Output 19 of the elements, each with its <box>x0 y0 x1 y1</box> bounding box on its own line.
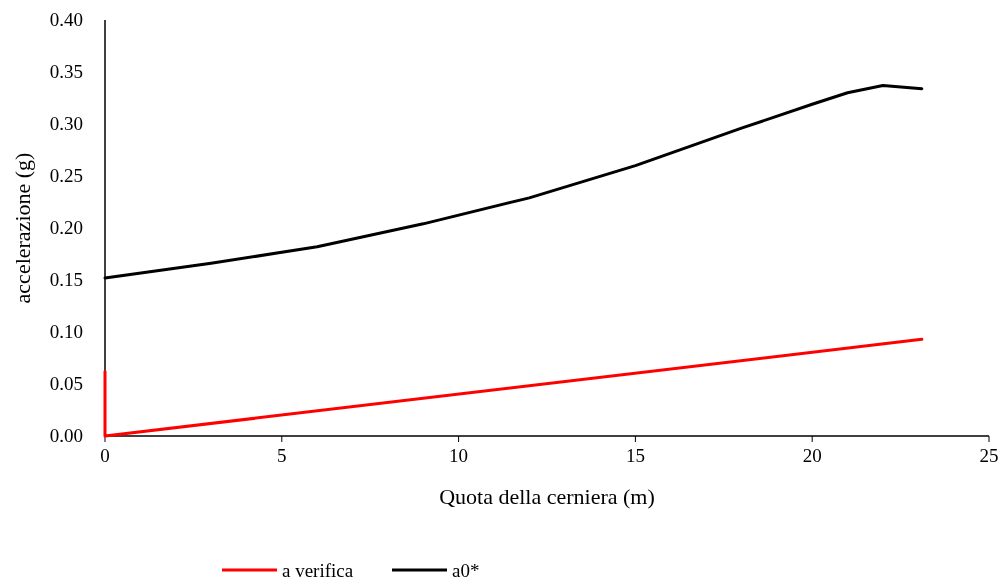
y-tick-label: 0.30 <box>49 113 83 134</box>
x-tick-label: 15 <box>625 445 645 466</box>
x-tick-label: 25 <box>979 445 999 466</box>
x-tick-label: 10 <box>449 445 469 466</box>
legend-label: a verifica <box>282 560 354 581</box>
y-tick-label: 0.10 <box>49 321 83 342</box>
y-tick-label: 0.20 <box>49 217 83 238</box>
x-tick-label: 20 <box>802 445 822 466</box>
x-axis-title: Quota della cerniera (m) <box>439 484 655 509</box>
y-tick-label: 0.25 <box>49 165 83 186</box>
y-tick-label: 0.35 <box>49 61 83 82</box>
y-tick-label: 0.15 <box>49 269 83 290</box>
legend-label: a0* <box>452 560 480 581</box>
y-axis-title: accelerazione (g) <box>10 152 35 304</box>
x-tick-label: 0 <box>100 445 110 466</box>
y-tick-label: 0.05 <box>49 373 83 394</box>
x-tick-label: 5 <box>277 445 287 466</box>
y-tick-label: 0.40 <box>49 9 83 30</box>
y-tick-label: 0.00 <box>49 425 83 446</box>
